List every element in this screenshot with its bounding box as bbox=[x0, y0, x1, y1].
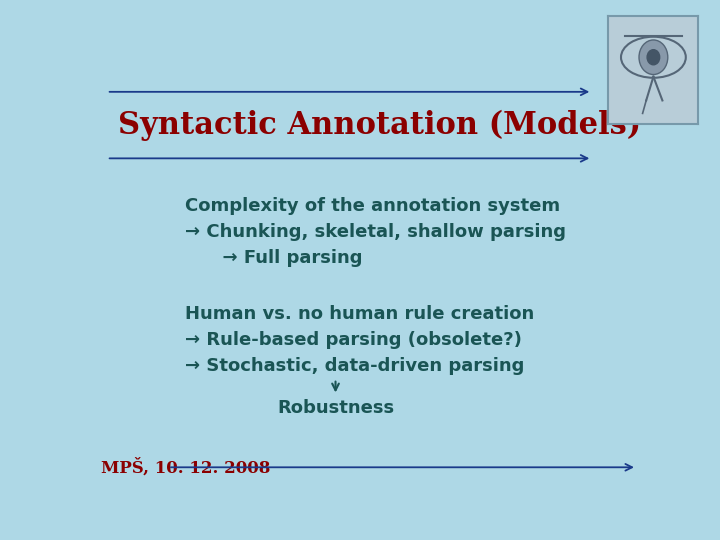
Text: Complexity of the annotation system: Complexity of the annotation system bbox=[185, 197, 560, 215]
Text: → Full parsing: → Full parsing bbox=[185, 249, 362, 267]
Text: Human vs. no human rule creation: Human vs. no human rule creation bbox=[185, 305, 534, 323]
Text: → Stochastic, data-driven parsing: → Stochastic, data-driven parsing bbox=[185, 357, 524, 375]
Text: MPŠ, 10. 12. 2008: MPŠ, 10. 12. 2008 bbox=[101, 458, 271, 476]
Circle shape bbox=[647, 50, 660, 65]
Text: → Chunking, skeletal, shallow parsing: → Chunking, skeletal, shallow parsing bbox=[185, 223, 566, 241]
Text: → Rule-based parsing (obsolete?): → Rule-based parsing (obsolete?) bbox=[185, 331, 522, 349]
Circle shape bbox=[639, 40, 668, 75]
Text: Robustness: Robustness bbox=[277, 399, 394, 417]
Text: Syntactic Annotation (Models): Syntactic Annotation (Models) bbox=[118, 110, 641, 141]
